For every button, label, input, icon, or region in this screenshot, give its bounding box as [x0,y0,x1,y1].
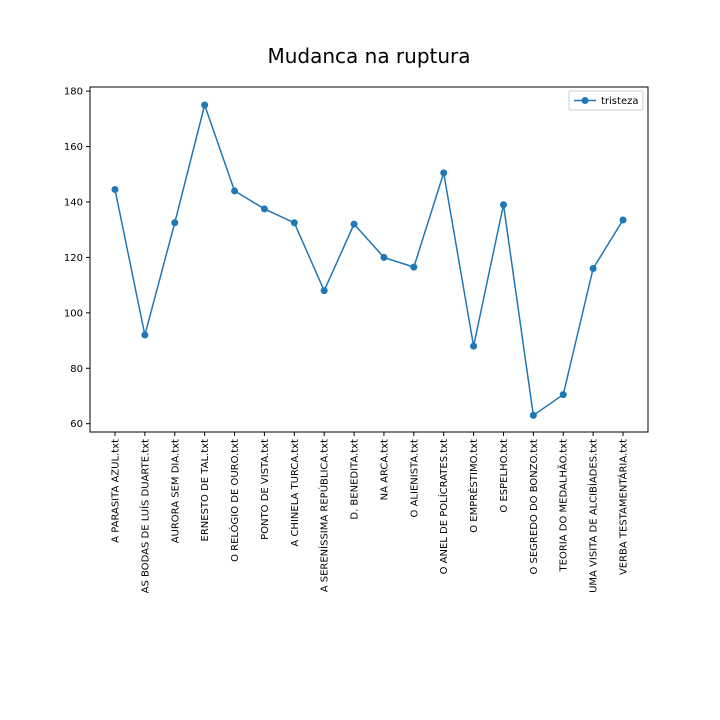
series-layer [111,101,627,419]
x-tick-label: O ALIENISTA.txt [409,439,420,518]
data-point [141,331,149,339]
y-tick-label: 160 [64,142,83,153]
x-tick-label: O RELÓGIO DE OURO.txt [228,439,241,562]
plot-frame [89,86,649,433]
x-tick-label: PONTO DE VISTA.txt [260,439,271,540]
data-point [350,220,358,228]
data-point [231,187,239,195]
data-point [559,391,567,399]
data-point [529,411,537,419]
data-point [589,265,597,273]
y-axis: 60 80 100 120 140 160 180 [64,87,90,430]
x-tick-label: A PARASITA AZUL.txt [111,439,122,543]
x-tick-label: AURORA SEM DIA.txt [170,439,181,543]
x-axis: A PARASITA AZUL.txt AS BODAS DE LUÍS DUAR… [111,432,630,593]
y-tick-label: 140 [64,198,83,209]
x-tick-label: O ANEL DE POLÍCRATES.txt [437,439,450,574]
series-line-tristeza [114,102,624,417]
data-point [380,253,388,261]
x-tick-label: ERNESTO DE TAL.txt [200,439,211,542]
data-point [619,216,627,224]
data-point [320,287,328,295]
legend-label: tristeza [601,96,638,107]
x-tick-label: TEORIA DO MEDALHÃO.txt [557,439,570,573]
data-point [171,219,179,227]
x-tick-label: D. BENEDITA.txt [350,439,361,520]
data-point [410,263,418,271]
plot-area [90,87,648,432]
data-point [499,201,507,209]
data-point [201,101,209,109]
x-tick-label: VERBA TESTAMENTÁRIA.txt [617,439,630,575]
y-tick-label: 120 [64,253,83,264]
data-point [260,205,268,213]
x-tick-label: AS BODAS DE LUÍS DUARTE.txt [138,439,151,593]
chart-title: Mudanca na ruptura [267,44,470,68]
data-point [111,186,119,194]
x-tick-label: NA ARCA.txt [379,439,390,500]
x-tick-label: A SERENÍSSIMA REPÚBLICA.txt [318,439,331,592]
x-tick-label: O ESPELHO.txt [499,439,510,513]
data-point [290,219,298,227]
x-tick-label: O SEGREDO DO BONZO.txt [529,439,540,575]
y-tick-label: 80 [70,364,83,375]
data-point [470,342,478,350]
legend-marker [581,97,589,104]
y-tick-label: 60 [70,419,83,430]
legend: tristeza [568,90,644,111]
x-tick-label: UMA VISITA DE ALCIBÍADES.txt [587,439,600,593]
y-tick-label: 100 [64,308,83,319]
legend-box [568,90,644,111]
x-tick-label: A CHINELA TURCA.txt [290,439,301,547]
x-tick-label: O EMPRÉSTIMO.txt [467,439,480,533]
data-point [440,169,448,177]
y-tick-label: 180 [64,87,83,98]
